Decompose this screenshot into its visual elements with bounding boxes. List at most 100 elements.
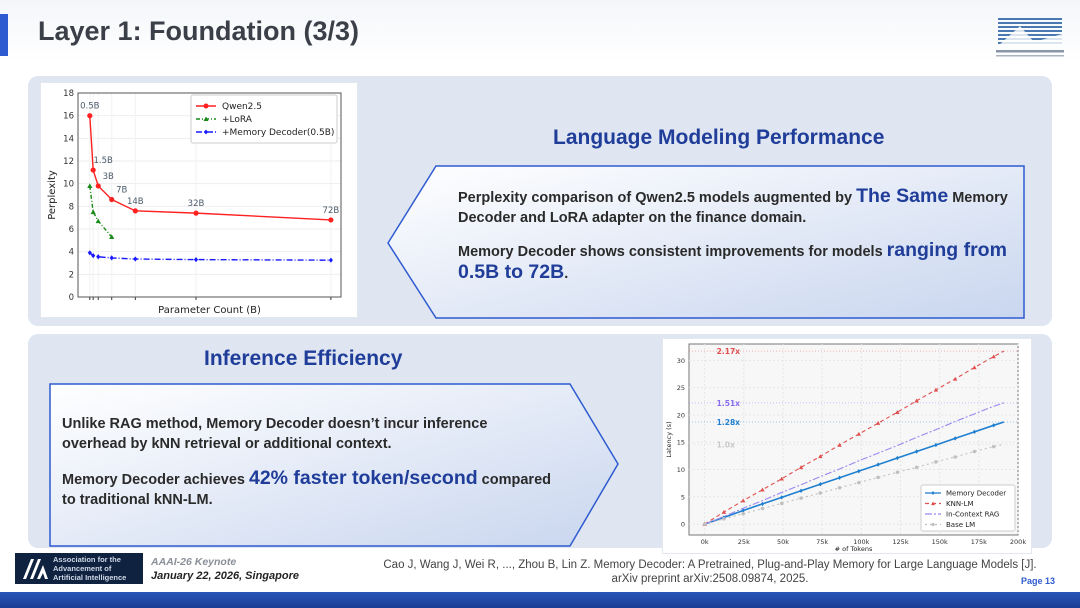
marker-diamond	[857, 468, 861, 474]
y-tick-label: 4	[69, 248, 74, 258]
marker-triangle	[87, 183, 93, 189]
marker-triangle	[90, 209, 96, 215]
marker-diamond	[109, 255, 114, 261]
x-tick-label: 25k	[738, 538, 750, 546]
title-accent-bar	[0, 14, 8, 56]
keynote-label: AAAI-26 Keynote	[151, 556, 237, 568]
perplexity-chart: 0 2 4 6 8 10 12 14 16 18 0.5B 1.5B 3B 7B 14B 32B 72B Qwen…	[40, 82, 358, 318]
speedup-annotation: 1.0x	[717, 440, 735, 449]
speedup-annotation: 1.28x	[717, 418, 741, 427]
y-tick-label: 0	[681, 521, 685, 529]
marker-dot	[857, 480, 861, 485]
footer-band	[0, 592, 1080, 608]
point-label: 72B	[323, 206, 340, 216]
marker-triangle	[741, 498, 746, 503]
x-axis-label: # of Tokens	[835, 545, 873, 553]
marker-diamond	[779, 495, 784, 500]
x-tick-label: 150k	[932, 538, 948, 546]
y-tick-label: 25	[677, 384, 685, 392]
x-tick-label: 100k	[853, 538, 869, 546]
legend-label: Base LM	[946, 521, 975, 529]
legend-box	[920, 484, 1016, 532]
legend-label: +Memory Decoder(0.5B)	[222, 128, 334, 138]
marker-diamond	[799, 488, 803, 493]
y-tick-label: 16	[63, 112, 74, 122]
point-label: 32B	[188, 199, 205, 209]
language-modeling-text: Perplexity comparison of Qwen2.5 models …	[458, 186, 1018, 284]
marker-circle	[193, 210, 199, 216]
marker-diamond	[741, 508, 745, 513]
y-tick-label: 12	[63, 157, 74, 167]
point-label: 1.5B	[93, 156, 113, 166]
latency-chart: 0 5 10 15 20 25 30 0k 25k 50k 75k 100k 125k 150k 175k 2…	[662, 338, 1032, 554]
marker-dot	[837, 486, 842, 490]
marker-triangle	[109, 234, 115, 240]
y-tick-label: 6	[69, 225, 74, 235]
point-label: 7B	[116, 186, 127, 196]
shanghai-ai-lab-logo	[996, 18, 1064, 57]
page-number: Page 13	[1021, 576, 1056, 586]
marker-diamond	[133, 256, 138, 262]
marker-dot	[722, 517, 726, 521]
marker-diamond	[96, 254, 101, 260]
org-line: Association for the	[53, 555, 121, 564]
speedup-annotation: 1.51x	[717, 399, 741, 408]
marker-diamond	[328, 257, 333, 263]
marker-diamond	[914, 449, 919, 454]
marker-diamond	[760, 501, 765, 507]
highlight: ranging from 0.5B to 72B	[458, 239, 1007, 283]
marker-triangle	[760, 487, 765, 492]
marker-triangle	[952, 376, 958, 381]
marker-dot	[914, 465, 919, 470]
highlight: 42% faster token/second	[248, 467, 478, 489]
y-tick-label: 0	[69, 293, 74, 303]
marker-circle	[90, 167, 96, 173]
marker-circle	[87, 113, 93, 119]
text: .	[564, 266, 569, 282]
series-line-1	[89, 185, 113, 238]
marker-diamond	[895, 455, 900, 461]
highlight: The Same	[856, 185, 949, 207]
marker-dot	[702, 522, 707, 526]
title-bar	[0, 0, 1080, 62]
text: Perplexity comparison of Qwen2.5 models …	[458, 190, 857, 206]
marker-diamond	[87, 250, 92, 256]
marker-triangle	[895, 410, 900, 414]
text: Memory Decoder and LoRA adapter on the f…	[458, 190, 1008, 226]
marker-triangle	[818, 454, 823, 459]
series-line-3	[704, 443, 1005, 525]
marker-triangle	[972, 365, 977, 370]
marker-dot	[931, 522, 935, 527]
point-label: 0.5B	[80, 102, 100, 112]
marker-triangle	[914, 398, 919, 403]
marker-circle	[109, 196, 115, 203]
marker-circle	[203, 103, 209, 109]
marker-dot	[779, 501, 784, 506]
marker-dot	[972, 449, 977, 454]
series-line-2	[704, 402, 1005, 525]
y-tick-label: 15	[677, 439, 685, 447]
marker-triangle	[875, 420, 881, 425]
point-label: 14B	[127, 197, 144, 207]
legend-label: Memory Decoder	[946, 490, 1006, 498]
x-tick-label: 0k	[701, 538, 709, 546]
text: Memory Decoder achieves	[62, 472, 249, 488]
x-tick-label: 175k	[971, 538, 987, 546]
marker-diamond	[931, 491, 935, 495]
marker-diamond	[204, 129, 208, 135]
y-tick-label: 10	[63, 180, 74, 190]
marker-circle	[328, 217, 334, 223]
marker-dot	[799, 496, 803, 500]
marker-diamond	[934, 442, 938, 448]
marker-triangle	[95, 218, 101, 224]
marker-triangle	[991, 354, 996, 359]
legend-label: +LoRA	[222, 115, 253, 125]
marker-dot	[895, 470, 900, 475]
marker-triangle	[721, 509, 727, 514]
legend-label: In-Context RAG	[946, 511, 999, 519]
org-line: Advancement of	[53, 564, 112, 573]
inference-efficiency-text: Unlike RAG method, Memory Decoder doesn’…	[62, 414, 552, 510]
text: compared to traditional kNN-LM.	[62, 472, 551, 508]
y-tick-label: 30	[677, 357, 685, 365]
marker-circle	[95, 183, 101, 189]
